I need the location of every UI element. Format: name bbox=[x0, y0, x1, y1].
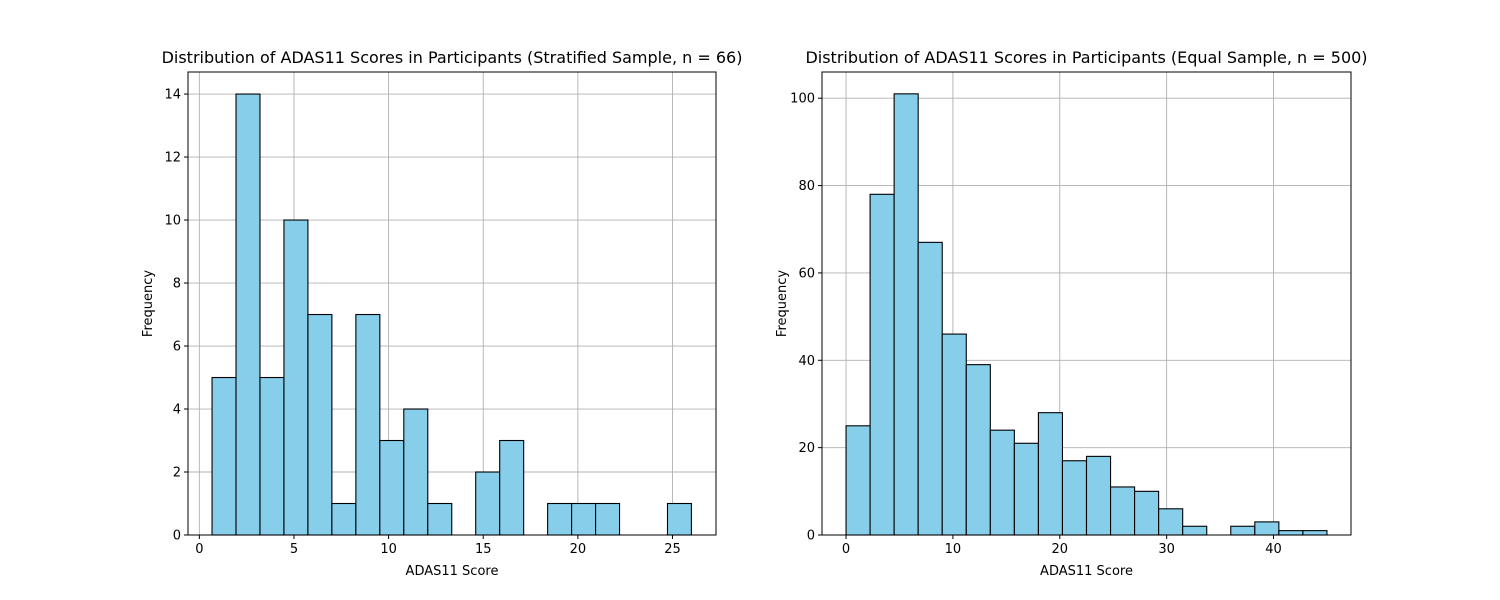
chart-left-axes-frame bbox=[187, 71, 717, 536]
histogram-bar bbox=[475, 471, 501, 536]
histogram-bar bbox=[403, 408, 429, 536]
histogram-bar bbox=[259, 376, 285, 536]
histogram-bar bbox=[547, 502, 573, 536]
histogram-bar bbox=[1158, 508, 1184, 536]
histogram-bar bbox=[211, 376, 237, 536]
x-tick-label: 5 bbox=[290, 542, 298, 557]
histogram-bar bbox=[1278, 530, 1304, 536]
histogram-bar bbox=[571, 502, 597, 536]
chart-left-bars bbox=[211, 93, 692, 536]
histogram-bar bbox=[283, 219, 309, 536]
histogram-bar bbox=[666, 502, 692, 536]
histogram-bar bbox=[307, 313, 333, 536]
histogram-bar bbox=[427, 502, 453, 536]
histogram-bar bbox=[1302, 530, 1328, 536]
y-tick-label: 8 bbox=[173, 277, 181, 292]
histogram-bar bbox=[1085, 455, 1112, 536]
y-tick-label: 100 bbox=[790, 92, 815, 107]
histogram-bar bbox=[1230, 525, 1256, 536]
y-tick-label: 12 bbox=[164, 151, 181, 166]
histogram-bar bbox=[917, 241, 943, 536]
histogram-bar bbox=[869, 193, 895, 536]
x-tick-label: 40 bbox=[1265, 542, 1282, 557]
histogram-bar bbox=[499, 439, 525, 536]
x-tick-label: 25 bbox=[664, 542, 681, 557]
y-tick-label: 14 bbox=[164, 88, 181, 103]
histogram-bar bbox=[1134, 490, 1160, 536]
chart-right: 0 10 20 30 40 0 20 40 60 80 100 Distribution of AD… bbox=[775, 48, 1368, 579]
histogram-bar bbox=[1254, 521, 1280, 536]
x-tick-label: 0 bbox=[195, 542, 203, 557]
x-tick-label: 10 bbox=[380, 542, 397, 557]
y-tick-label: 0 bbox=[807, 529, 815, 544]
x-tick-label: 30 bbox=[1158, 542, 1175, 557]
y-tick-label: 2 bbox=[173, 466, 181, 481]
histogram-bar bbox=[379, 439, 405, 536]
histogram-bar bbox=[893, 93, 919, 536]
chart-left-xlabel: ADAS11 Score bbox=[406, 564, 499, 579]
y-tick-label: 10 bbox=[164, 214, 181, 229]
y-tick-label: 60 bbox=[798, 266, 815, 281]
histogram-bar bbox=[1109, 486, 1136, 536]
histogram-bar bbox=[941, 333, 967, 536]
x-tick-label: 15 bbox=[475, 542, 492, 557]
chart-right-ticks: 0 10 20 30 40 0 20 40 60 80 100 bbox=[790, 92, 1282, 557]
x-tick-label: 20 bbox=[570, 542, 587, 557]
x-tick-label: 0 bbox=[842, 542, 850, 557]
x-tick-label: 10 bbox=[945, 542, 962, 557]
histogram-bar bbox=[595, 502, 621, 536]
chart-right-ylabel: Frequency bbox=[775, 270, 790, 337]
y-tick-label: 4 bbox=[173, 403, 181, 418]
chart-left-ticks: 0 5 10 15 20 25 0 2 4 6 8 10 12 14 bbox=[164, 88, 680, 557]
chart-left: 0 5 10 15 20 25 0 2 4 6 8 10 12 14 Distribution of AD… bbox=[141, 48, 742, 579]
chart-left-ylabel: Frequency bbox=[141, 270, 156, 337]
histogram-bar bbox=[989, 429, 1015, 536]
chart-left-grid bbox=[188, 72, 716, 536]
histogram-bar bbox=[845, 425, 871, 536]
x-tick-label: 20 bbox=[1052, 542, 1069, 557]
histogram-bar bbox=[235, 93, 261, 536]
histogram-bar bbox=[965, 364, 991, 536]
y-tick-label: 80 bbox=[798, 179, 815, 194]
y-tick-label: 0 bbox=[173, 529, 181, 544]
chart-left-title: Distribution of ADAS11 Scores in Partici… bbox=[162, 48, 743, 67]
histogram-bar bbox=[1037, 412, 1064, 536]
chart-right-bars bbox=[845, 93, 1328, 536]
histogram-bar bbox=[1061, 460, 1088, 536]
y-tick-label: 40 bbox=[798, 354, 815, 369]
histogram-bar bbox=[1182, 525, 1208, 536]
histogram-bar bbox=[331, 502, 357, 536]
chart-right-xlabel: ADAS11 Score bbox=[1040, 564, 1133, 579]
histogram-bar bbox=[1013, 442, 1039, 536]
y-tick-label: 6 bbox=[173, 340, 181, 355]
histogram-bar bbox=[355, 313, 381, 536]
chart-right-title: Distribution of ADAS11 Scores in Partici… bbox=[805, 48, 1367, 67]
chart-right-axes-frame bbox=[821, 71, 1352, 536]
y-tick-label: 20 bbox=[798, 441, 815, 456]
